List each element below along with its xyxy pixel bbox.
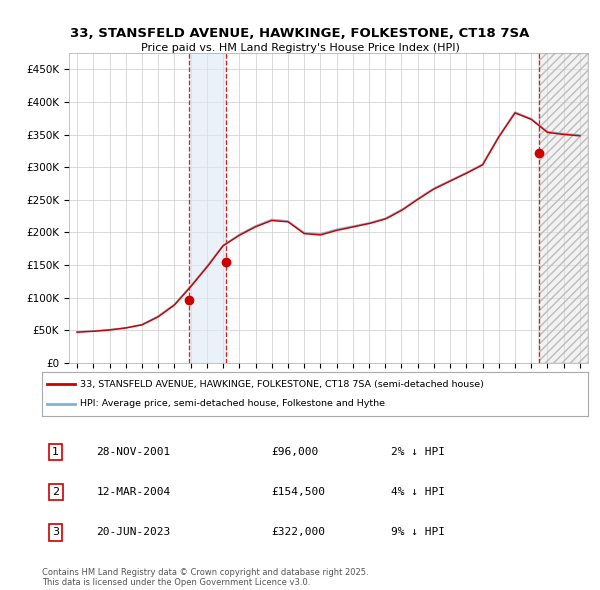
Text: Price paid vs. HM Land Registry's House Price Index (HPI): Price paid vs. HM Land Registry's House … xyxy=(140,43,460,53)
Text: £322,000: £322,000 xyxy=(271,527,325,537)
Bar xyxy=(539,53,588,363)
Text: 4% ↓ HPI: 4% ↓ HPI xyxy=(391,487,445,497)
Text: 9% ↓ HPI: 9% ↓ HPI xyxy=(391,527,445,537)
Text: 33, STANSFELD AVENUE, HAWKINGE, FOLKESTONE, CT18 7SA: 33, STANSFELD AVENUE, HAWKINGE, FOLKESTO… xyxy=(70,27,530,40)
Text: 1: 1 xyxy=(189,385,196,395)
Text: HPI: Average price, semi-detached house, Folkestone and Hythe: HPI: Average price, semi-detached house,… xyxy=(80,399,385,408)
Text: 28-NOV-2001: 28-NOV-2001 xyxy=(97,447,171,457)
Text: 3: 3 xyxy=(539,385,545,395)
Text: 1: 1 xyxy=(52,447,59,457)
Text: 3: 3 xyxy=(52,527,59,537)
Text: 33, STANSFELD AVENUE, HAWKINGE, FOLKESTONE, CT18 7SA (semi-detached house): 33, STANSFELD AVENUE, HAWKINGE, FOLKESTO… xyxy=(80,379,484,389)
Text: 2: 2 xyxy=(226,385,233,395)
Text: 2% ↓ HPI: 2% ↓ HPI xyxy=(391,447,445,457)
Text: Contains HM Land Registry data © Crown copyright and database right 2025.
This d: Contains HM Land Registry data © Crown c… xyxy=(42,568,368,587)
Text: 20-JUN-2023: 20-JUN-2023 xyxy=(97,527,171,537)
Text: £154,500: £154,500 xyxy=(271,487,325,497)
Text: 2: 2 xyxy=(52,487,59,497)
Text: £96,000: £96,000 xyxy=(271,447,319,457)
Bar xyxy=(189,53,226,363)
Bar xyxy=(539,53,588,363)
Text: 12-MAR-2004: 12-MAR-2004 xyxy=(97,487,171,497)
